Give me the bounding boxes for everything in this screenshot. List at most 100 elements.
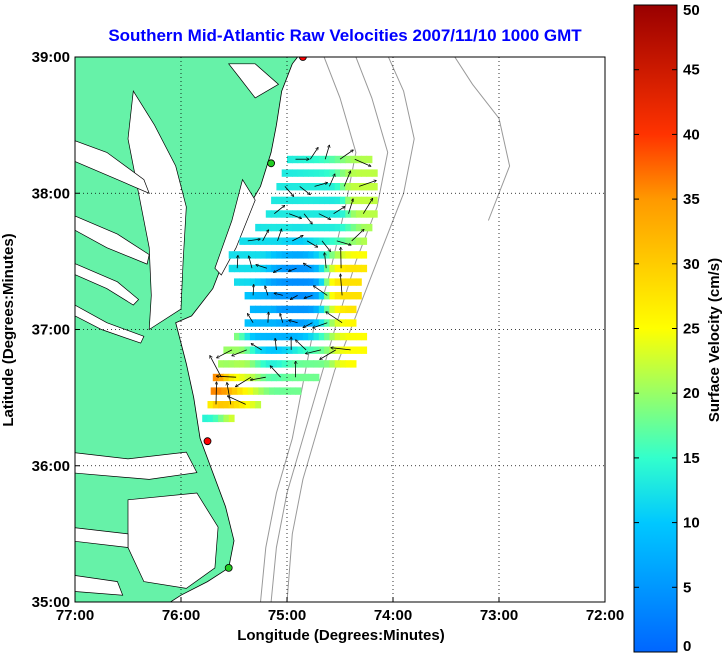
- velocity-cell: [308, 169, 315, 177]
- velocity-cell: [271, 305, 277, 314]
- velocity-arrow: [275, 339, 276, 350]
- velocity-cell: [350, 305, 357, 314]
- velocity-arrow: [251, 344, 262, 351]
- velocity-cell: [302, 183, 309, 191]
- velocity-arrow: [210, 356, 222, 378]
- velocity-cell: [361, 223, 368, 232]
- velocity-cell: [292, 251, 299, 259]
- velocity-cell: [292, 305, 299, 314]
- velocity-arrow: [306, 240, 318, 247]
- velocity-cell: [212, 373, 219, 382]
- velocity-arrow: [303, 213, 312, 224]
- velocity-cell: [334, 155, 341, 164]
- velocity-cell: [271, 292, 277, 300]
- velocity-cell: [255, 360, 262, 368]
- velocity-cell: [355, 196, 362, 205]
- velocity-cell: [329, 332, 336, 341]
- velocity-cell: [302, 169, 309, 177]
- velocity-cell: [313, 360, 320, 368]
- velocity-cell: [281, 210, 288, 218]
- velocity-cell: [223, 414, 230, 423]
- velocity-cell: [281, 223, 288, 232]
- velocity-cell: [223, 373, 230, 382]
- velocity-cell: [281, 278, 288, 286]
- velocity-cell: [260, 223, 267, 232]
- velocity-cell: [244, 292, 251, 300]
- velocity-cell: [318, 251, 325, 259]
- velocity-cell: [281, 346, 288, 354]
- velocity-cell: [244, 360, 251, 368]
- velocity-cell: [334, 264, 341, 273]
- velocity-cell: [223, 346, 230, 354]
- y-tick-label: 36:00: [32, 458, 70, 475]
- velocity-cell: [287, 278, 293, 286]
- colorbar-tick-label: 40: [683, 126, 700, 143]
- velocity-cell: [234, 360, 240, 368]
- velocity-cell: [297, 292, 304, 300]
- velocity-cell: [271, 264, 277, 273]
- velocity-cell: [329, 346, 336, 354]
- velocity-vectors: [210, 145, 376, 405]
- velocity-cell: [334, 278, 341, 286]
- velocity-arrow: [318, 213, 331, 220]
- velocity-cell: [345, 332, 352, 341]
- colorbar-ticks: 0 5 10 15 20 25 30 35 40 45 50: [634, 2, 700, 655]
- velocity-cell: [308, 305, 315, 314]
- velocity-cell: [355, 183, 362, 191]
- velocity-cell: [260, 305, 267, 314]
- velocity-cell: [292, 210, 299, 218]
- velocity-cell: [255, 292, 262, 300]
- velocity-cell: [318, 223, 325, 232]
- velocity-cell: [260, 360, 267, 368]
- velocity-arrow: [303, 322, 313, 328]
- velocity-arrow: [343, 171, 350, 187]
- velocity-cell: [207, 414, 214, 423]
- velocity-arrow: [299, 186, 311, 194]
- velocity-arrow: [313, 322, 328, 328]
- colorbar-tick-label: 50: [683, 2, 700, 19]
- velocity-cell: [361, 346, 368, 354]
- velocity-arrow: [288, 213, 301, 219]
- velocity-cell: [361, 155, 368, 164]
- velocity-arrow: [325, 253, 327, 269]
- velocity-cell: [318, 319, 325, 327]
- velocity-cell: [234, 332, 240, 341]
- velocity-cell: [324, 251, 330, 259]
- velocity-arrow: [274, 293, 283, 296]
- velocity-cell: [228, 264, 235, 273]
- x-tick-label: 75:00: [268, 607, 306, 624]
- velocity-cell: [281, 360, 288, 368]
- y-tick-label: 38:00: [32, 185, 70, 202]
- velocity-cell: [324, 210, 330, 218]
- velocity-cell: [371, 210, 378, 218]
- velocity-cell: [302, 196, 309, 205]
- velocity-cell: [249, 360, 256, 368]
- velocity-cell: [223, 401, 230, 409]
- velocity-cell: [212, 414, 219, 423]
- velocity-cell: [260, 292, 267, 300]
- velocity-cell: [260, 264, 267, 273]
- velocity-cell: [302, 346, 309, 354]
- velocity-cell: [350, 292, 357, 300]
- velocity-cell: [265, 278, 272, 286]
- velocity-cell: [355, 210, 362, 218]
- velocity-arrow: [321, 240, 330, 252]
- velocity-cell: [329, 183, 336, 191]
- velocity-cell: [249, 332, 256, 341]
- bathymetry-line: [270, 57, 389, 602]
- velocity-cell: [276, 332, 283, 341]
- velocity-cell: [340, 264, 346, 273]
- bathymetry-contours: [260, 57, 511, 602]
- velocity-cell: [255, 223, 262, 232]
- velocity-cell: [255, 237, 262, 245]
- velocity-cell: [324, 223, 330, 232]
- velocity-cell: [366, 169, 373, 177]
- velocity-cell: [302, 237, 309, 245]
- velocity-cell: [340, 360, 346, 368]
- velocity-cell: [249, 278, 256, 286]
- velocity-arrow: [232, 349, 247, 356]
- velocity-cell: [324, 169, 330, 177]
- velocity-arrow: [216, 382, 217, 405]
- water-body: [75, 215, 150, 265]
- velocity-cell: [302, 223, 309, 232]
